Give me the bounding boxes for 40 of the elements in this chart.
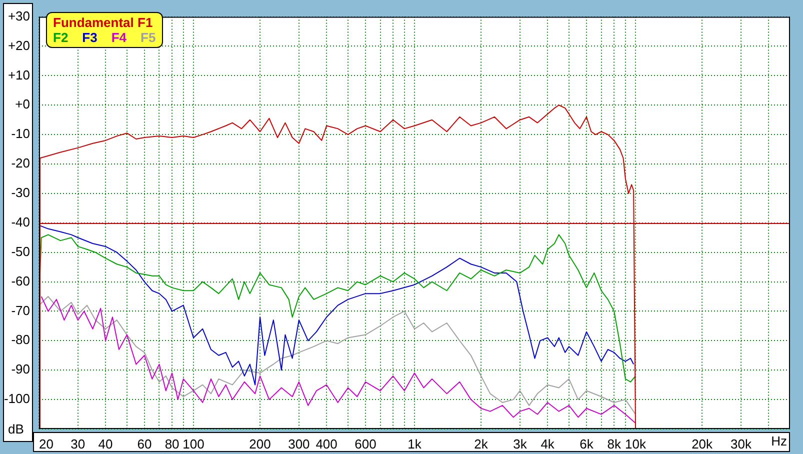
x-tick-label: 2k <box>474 436 488 452</box>
text: F2 <box>53 30 68 45</box>
x-tick-label: 80 <box>164 436 180 452</box>
x-tick-label: 20 <box>39 436 54 452</box>
x-tick-label: 600 <box>354 436 376 452</box>
x-tick-label: 400 <box>316 436 338 452</box>
text: F3 <box>82 30 98 45</box>
y-tick-label: +10 <box>8 67 30 82</box>
y-tick-label: -40 <box>11 214 30 230</box>
x-tick-label: 100 <box>182 436 204 452</box>
x-tick-label: 30 <box>70 436 86 452</box>
y-tick-label: -50 <box>11 244 30 259</box>
text: Fundamental F1 <box>53 15 154 30</box>
x-tick-label: 6k <box>580 436 594 452</box>
x-tick-label: 300 <box>288 436 310 452</box>
y-tick-label: -80 <box>11 332 30 348</box>
y-tick-label: +30 <box>8 8 30 24</box>
y-tick-label: -60 <box>11 273 30 288</box>
y-tick-label: -100 <box>4 391 30 406</box>
x-tick-label: 30k <box>730 436 752 452</box>
x-tick-label: 3k <box>513 436 528 452</box>
y-tick-label: +20 <box>8 38 30 53</box>
y-tick-label: -70 <box>11 302 30 318</box>
x-tick-label: 1k <box>408 436 422 452</box>
x-tick-label: 60 <box>137 436 152 452</box>
x-tick-label: 8k <box>607 436 622 452</box>
x-axis-title: Hz <box>771 434 787 449</box>
x-tick-label: 200 <box>249 436 271 452</box>
text: F5 <box>140 30 156 45</box>
y-axis-title: dB <box>8 422 24 437</box>
y-tick-label: -90 <box>11 362 30 377</box>
text: F4 <box>111 30 127 45</box>
y-tick-label: -30 <box>11 185 30 200</box>
y-tick-label: -20 <box>11 156 30 171</box>
x-tick-label: 10k <box>625 436 646 452</box>
y-tick-label: +0 <box>15 96 30 112</box>
x-tick-label: 40 <box>98 436 113 452</box>
x-tick-label: 20k <box>692 436 714 452</box>
x-tick-label: 4k <box>540 436 555 452</box>
y-tick-label: -10 <box>11 126 30 142</box>
